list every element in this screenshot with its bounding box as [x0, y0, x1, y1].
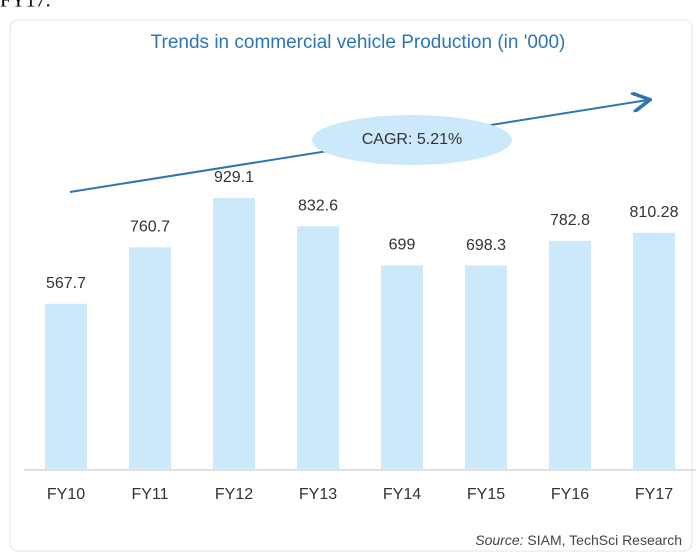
annotation: CAGR: 5.21%: [362, 131, 462, 148]
bar: [45, 303, 87, 470]
chart-title: Trends in commercial vehicle Production …: [151, 32, 566, 53]
data-label: 782.8: [550, 212, 590, 229]
x-tick-label: FY12: [215, 486, 253, 503]
x-tick-label: FY14: [383, 486, 421, 503]
frame: [9, 19, 693, 552]
bar: [549, 240, 591, 470]
data-label: 698.3: [466, 237, 506, 254]
bar: [297, 226, 339, 470]
x-tick-label: FY11: [131, 486, 168, 503]
x-tick-label: FY15: [467, 486, 505, 503]
annotation-bubble: [312, 115, 512, 165]
cropped-text: FY17.: [0, 0, 51, 12]
data-label: 567.7: [46, 275, 86, 292]
data-label: 760.7: [130, 219, 170, 236]
bar: [465, 265, 507, 470]
x-tick-label: FY10: [47, 486, 85, 503]
data-label: 810.28: [630, 204, 679, 221]
data-label: 832.6: [298, 197, 338, 214]
x-tick-label: FY16: [551, 486, 589, 503]
data-label: 929.1: [214, 169, 254, 186]
bar: [381, 265, 423, 470]
bar: [633, 232, 675, 470]
source: Source: SIAM, TechSci Research: [475, 532, 682, 548]
x-tick-label: FY17: [635, 486, 673, 503]
source-text: SIAM, TechSci Research: [527, 532, 682, 548]
bar: [129, 247, 171, 470]
x-tick-label: FY13: [299, 486, 337, 503]
source-label: Source:: [475, 532, 523, 548]
bar: [213, 198, 255, 470]
data-label: 699: [389, 237, 416, 254]
